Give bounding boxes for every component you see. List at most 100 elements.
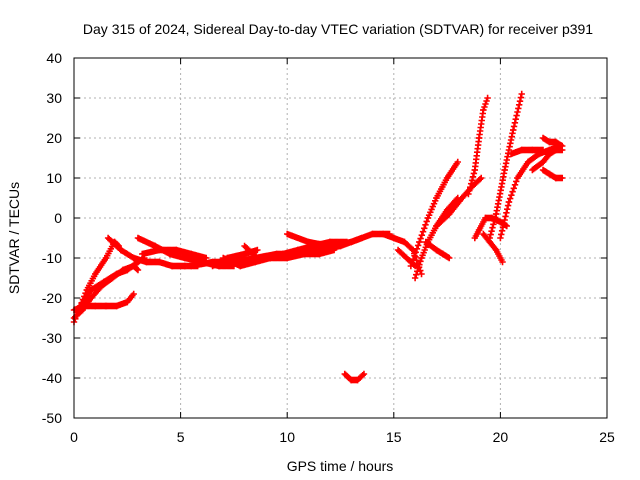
data-point <box>414 242 422 249</box>
data-point <box>516 98 524 105</box>
data-point <box>413 245 421 253</box>
y-tick-label: 40 <box>46 50 62 66</box>
data-point <box>515 105 522 112</box>
data-point <box>422 221 429 229</box>
data-point <box>470 170 478 177</box>
data-point <box>498 227 506 234</box>
data-point <box>418 231 426 239</box>
data-point <box>414 268 421 275</box>
data-point <box>509 188 516 195</box>
data-point <box>408 259 416 266</box>
data-point <box>484 94 491 102</box>
data-point <box>360 370 368 378</box>
data-point <box>487 231 494 238</box>
data-point <box>411 252 418 259</box>
data-point <box>410 255 417 263</box>
data-point <box>466 187 473 194</box>
data-marks <box>70 90 566 384</box>
grid <box>74 58 607 418</box>
data-point <box>478 174 485 182</box>
data-point <box>483 97 490 105</box>
y-tick-label: 0 <box>54 210 62 226</box>
data-point <box>134 266 142 274</box>
axis-ticks: 0 5 10 15 20 25 -50 -40 -30 -20 -10 0 10 20 30 40 <box>42 50 615 445</box>
x-tick-label: 20 <box>493 429 509 445</box>
data-point <box>499 224 507 231</box>
y-tick-label: -40 <box>42 370 62 386</box>
data-point <box>539 146 547 154</box>
data-point <box>465 190 472 198</box>
data-point <box>491 217 498 225</box>
data-point <box>468 177 476 184</box>
data-point <box>510 185 518 192</box>
data-point <box>469 173 477 181</box>
data-point <box>415 264 422 272</box>
data-point <box>482 100 489 108</box>
data-point <box>421 225 428 232</box>
data-point <box>476 175 484 183</box>
x-tick-label: 0 <box>70 429 78 445</box>
data-point <box>488 227 495 235</box>
data-point <box>498 231 505 238</box>
data-point <box>513 178 520 185</box>
data-point <box>514 108 521 116</box>
data-point <box>502 213 509 220</box>
data-point <box>454 158 461 166</box>
data-point <box>559 174 566 182</box>
data-point <box>506 195 514 202</box>
data-point <box>517 94 525 101</box>
data-point <box>490 221 497 228</box>
data-point <box>503 209 510 216</box>
data-point <box>130 290 137 298</box>
y-tick-label: 20 <box>46 130 62 146</box>
chart-title: Day 315 of 2024, Sidereal Day-to-day VTE… <box>83 21 593 37</box>
data-point <box>513 112 520 119</box>
data-point <box>486 234 493 242</box>
data-point <box>489 224 496 231</box>
data-point <box>417 258 424 265</box>
data-point <box>500 220 508 227</box>
data-point <box>133 265 141 273</box>
data-point <box>254 246 261 254</box>
y-tick-label: -10 <box>42 250 62 266</box>
x-tick-label: 25 <box>599 429 615 445</box>
data-point <box>419 228 427 235</box>
data-point <box>501 216 508 224</box>
data-point <box>416 238 423 246</box>
x-tick-label: 10 <box>279 429 295 445</box>
data-point <box>480 106 487 114</box>
data-point <box>510 123 518 130</box>
data-point <box>481 103 488 111</box>
x-tick-label: 15 <box>386 429 402 445</box>
data-point <box>511 119 519 126</box>
data-point <box>446 254 453 262</box>
data-point <box>511 181 519 189</box>
data-point <box>467 180 475 187</box>
data-point <box>509 126 517 134</box>
data-point <box>423 218 430 225</box>
data-point <box>504 206 511 213</box>
y-tick-label: -50 <box>42 410 62 426</box>
data-point <box>492 214 499 221</box>
data-point <box>515 101 523 108</box>
plot-frame <box>73 57 608 419</box>
x-axis-label: GPS time / hours <box>287 458 394 474</box>
data-point <box>504 202 512 209</box>
y-tick-label: -30 <box>42 330 62 346</box>
y-tick-label: 10 <box>46 170 62 186</box>
data-point <box>413 257 420 264</box>
data-point <box>491 245 499 252</box>
data-point <box>407 262 415 270</box>
data-point <box>412 271 420 278</box>
y-tick-label: -20 <box>42 290 62 306</box>
data-point <box>508 191 515 199</box>
data-point <box>467 183 474 191</box>
data-point <box>505 198 513 206</box>
data-point <box>559 142 566 150</box>
y-axis-label: SDTVAR / TECUs <box>6 182 22 294</box>
x-tick-label: 5 <box>177 429 185 445</box>
data-point <box>416 261 423 268</box>
data-point <box>411 274 419 282</box>
data-point <box>499 258 506 266</box>
data-point <box>518 90 525 98</box>
